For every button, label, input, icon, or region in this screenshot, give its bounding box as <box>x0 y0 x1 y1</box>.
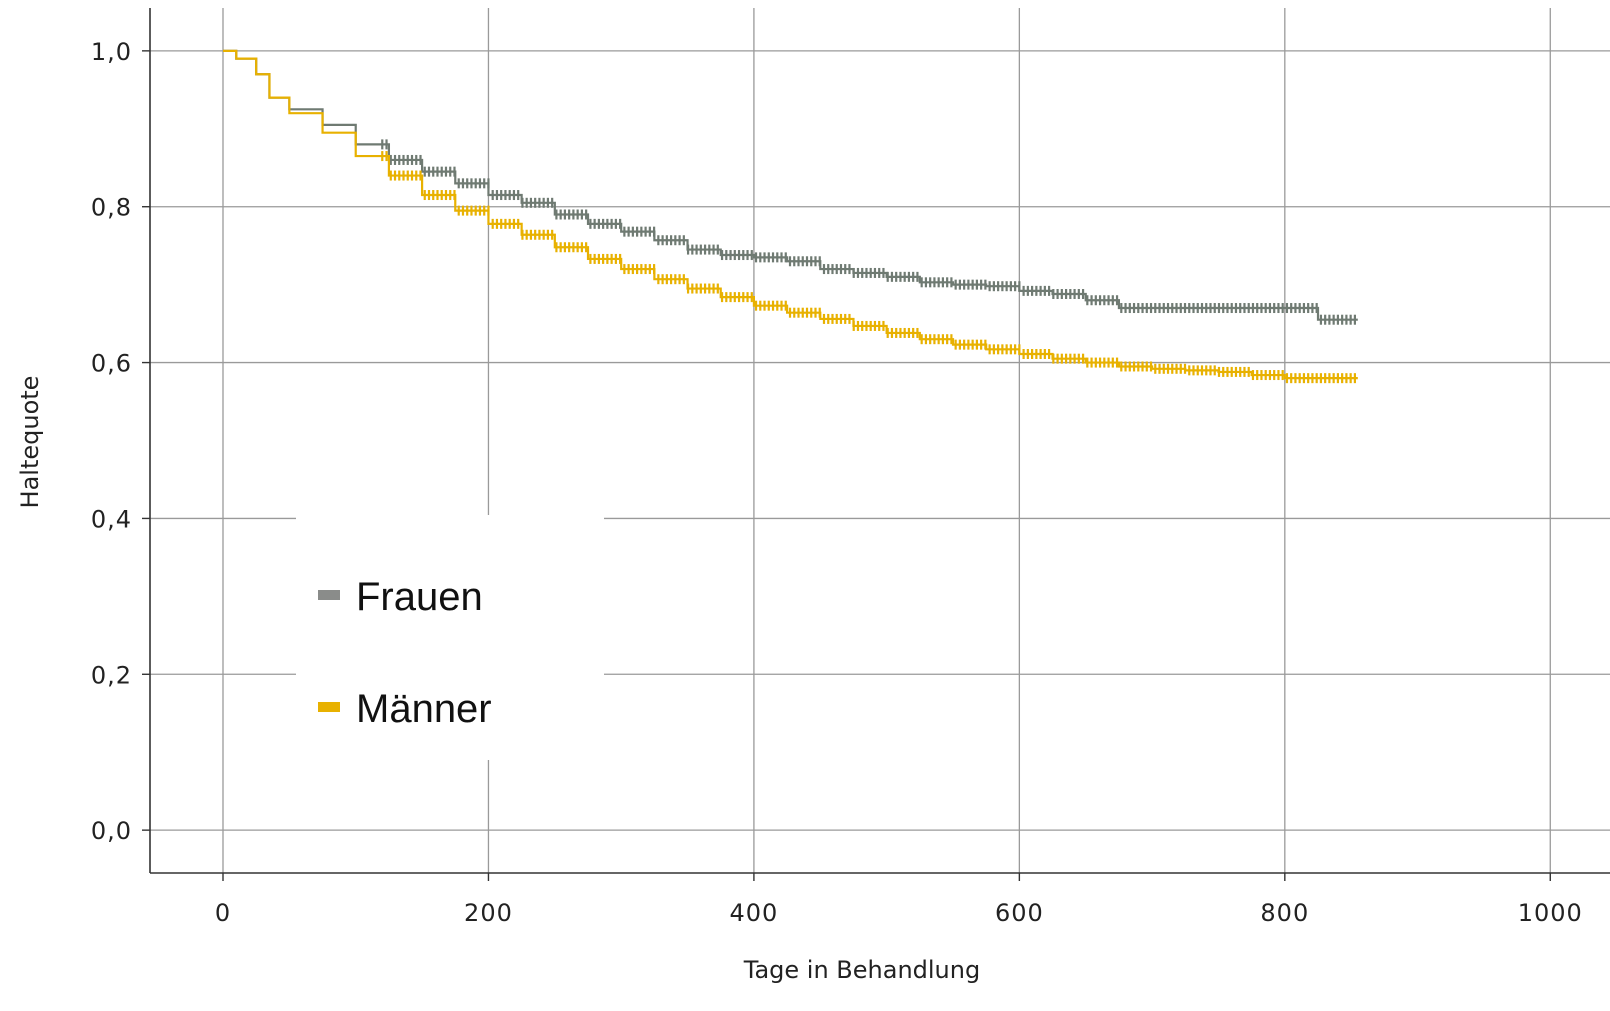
legend-swatch-frauen <box>318 589 340 600</box>
legend: Frauen Männer <box>296 515 604 760</box>
x-tick-label-3: 600 <box>995 899 1044 927</box>
y-tick-label-0: 0,0 <box>91 817 132 845</box>
x-tick-label-0: 0 <box>215 899 231 927</box>
y-axis-label: Haltequote <box>16 376 44 509</box>
tick-labels: 0 200 400 600 800 1000 0,0 0,2 0,4 0,6 0,8 1,0 <box>91 38 1583 927</box>
y-tick-label-5: 1,0 <box>91 38 132 66</box>
legend-label-maenner: Männer <box>356 687 492 731</box>
y-tick-label-4: 0,8 <box>91 194 132 222</box>
censor-marks-0 <box>381 139 1356 325</box>
series-line-1 <box>223 49 1358 380</box>
x-tick-label-4: 800 <box>1260 899 1309 927</box>
x-axis-label: Tage in Behandlung <box>743 956 980 984</box>
x-tick-label-1: 200 <box>464 899 513 927</box>
legend-item-frauen: Frauen <box>318 575 483 620</box>
censor-marks-1 <box>381 151 1356 384</box>
x-tick-label-5: 1000 <box>1518 899 1583 927</box>
series-lines <box>223 49 1358 384</box>
y-tick-label-3: 0,6 <box>91 350 132 378</box>
legend-item-maenner: Männer <box>318 687 492 732</box>
y-tick-label-1: 0,2 <box>91 661 132 689</box>
series-line-0 <box>223 49 1358 321</box>
x-tick-label-2: 400 <box>730 899 779 927</box>
legend-swatch-maenner <box>318 701 340 712</box>
axes <box>142 8 1610 881</box>
y-tick-label-2: 0,4 <box>91 505 132 533</box>
grid-lines <box>150 8 1610 873</box>
legend-label-frauen: Frauen <box>356 575 483 619</box>
